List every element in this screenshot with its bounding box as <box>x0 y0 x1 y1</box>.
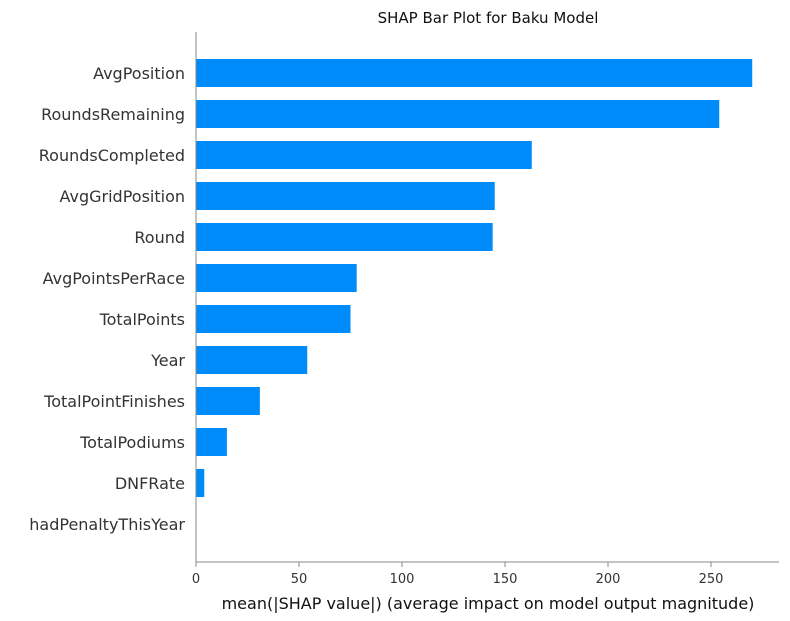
bar-TotalPodiums <box>196 428 227 456</box>
category-label: RoundsCompleted <box>39 146 185 165</box>
bar-AvgGridPosition <box>196 182 495 210</box>
x-tick-label: 200 <box>596 572 621 587</box>
category-label: TotalPodiums <box>79 433 185 452</box>
bar-AvgPointsPerRace <box>196 264 357 292</box>
category-label: DNFRate <box>115 474 185 493</box>
x-tick-label: 150 <box>493 572 518 587</box>
x-tick-label: 250 <box>699 572 724 587</box>
bar-Round <box>196 223 493 251</box>
x-tick-label: 100 <box>390 572 415 587</box>
x-axis-label: mean(|SHAP value|) (average impact on mo… <box>222 594 755 613</box>
chart-title: SHAP Bar Plot for Baku Model <box>378 9 599 27</box>
bar-DNFRate <box>196 469 205 497</box>
x-tick-label: 50 <box>291 572 308 587</box>
category-label: TotalPointFinishes <box>43 392 185 411</box>
category-label: RoundsRemaining <box>41 105 185 124</box>
category-label: AvgGridPosition <box>59 187 185 206</box>
bar-RoundsCompleted <box>196 141 532 169</box>
bar-TotalPointFinishes <box>196 387 260 415</box>
x-tick-label: 0 <box>192 572 200 587</box>
category-label: AvgPointsPerRace <box>43 269 185 288</box>
bar-AvgPosition <box>196 59 753 87</box>
bar-RoundsRemaining <box>196 100 720 128</box>
x-ticks: 0 50 100 150 200 250 <box>192 562 724 587</box>
category-label: TotalPoints <box>99 310 185 329</box>
bar-Year <box>196 346 308 374</box>
category-label: hadPenaltyThisYear <box>29 515 185 534</box>
category-label: Year <box>150 351 185 370</box>
category-label: AvgPosition <box>93 64 185 83</box>
bars-group <box>196 59 753 497</box>
category-label: Round <box>134 228 185 247</box>
bar-TotalPoints <box>196 305 351 333</box>
category-labels: AvgPosition RoundsRemaining RoundsComplete… <box>29 64 185 534</box>
